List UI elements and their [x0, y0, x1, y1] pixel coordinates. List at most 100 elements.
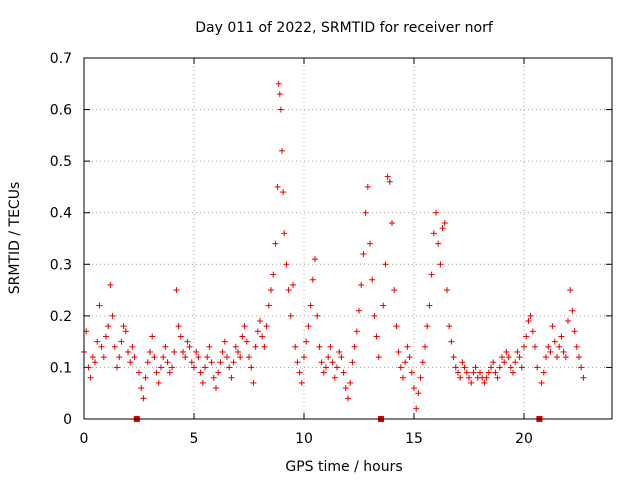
data-point	[501, 359, 508, 366]
data-point	[186, 343, 193, 350]
data-point	[270, 271, 277, 278]
x-tick-label: 15	[405, 431, 423, 447]
data-point	[529, 328, 536, 335]
data-point	[323, 364, 329, 371]
data-point	[329, 359, 336, 366]
data-point	[85, 364, 92, 371]
data-point	[428, 271, 435, 278]
data-point	[296, 369, 303, 376]
data-point	[173, 287, 180, 294]
data-point	[158, 364, 164, 371]
data-point	[371, 312, 378, 319]
data-point	[147, 348, 153, 355]
data-point	[232, 343, 239, 350]
data-point	[532, 343, 538, 350]
data-point	[318, 359, 325, 366]
data-point	[235, 348, 241, 355]
data-point	[461, 364, 468, 371]
data-point	[424, 323, 431, 330]
data-point	[433, 209, 439, 216]
data-point	[540, 369, 547, 376]
data-point	[309, 276, 316, 283]
data-point	[305, 323, 312, 330]
data-point	[103, 333, 109, 340]
data-point	[160, 354, 167, 361]
data-point	[349, 359, 356, 366]
data-point	[525, 318, 532, 325]
data-point	[375, 354, 382, 361]
data-point	[131, 354, 138, 361]
data-point	[545, 343, 552, 350]
data-point	[369, 276, 376, 283]
data-point	[518, 364, 525, 371]
data-point	[516, 354, 523, 361]
data-point	[430, 230, 437, 237]
data-point	[316, 343, 323, 350]
data-point	[107, 281, 114, 288]
data-point	[191, 364, 197, 371]
x-tick-label: 0	[80, 431, 89, 447]
data-point	[180, 348, 186, 355]
data-point	[105, 323, 112, 330]
y-tick-label: 0.1	[50, 360, 72, 376]
data-point	[565, 318, 571, 325]
data-point	[224, 354, 230, 361]
x-tick-label: 10	[295, 431, 313, 447]
data-point	[439, 225, 446, 232]
data-point	[199, 379, 206, 386]
data-point	[435, 240, 442, 247]
data-point	[303, 338, 310, 345]
data-point	[345, 395, 351, 402]
data-point	[426, 302, 433, 309]
data-point	[459, 359, 466, 366]
data-point	[230, 359, 237, 366]
data-point	[413, 405, 420, 412]
plot-frame	[83, 57, 613, 420]
data-point	[292, 343, 299, 350]
data-point	[402, 359, 409, 366]
data-point	[340, 369, 347, 376]
data-point	[472, 364, 479, 371]
data-point	[281, 230, 288, 237]
data-point	[276, 91, 283, 98]
data-point	[213, 385, 219, 392]
data-point	[109, 312, 116, 319]
data-point	[417, 374, 424, 381]
data-point	[239, 333, 246, 340]
data-point	[171, 348, 178, 355]
x-axis-label: GPS time / hours	[285, 459, 402, 475]
data-point	[268, 287, 274, 294]
data-point	[547, 348, 554, 355]
data-point	[397, 364, 404, 371]
data-point	[415, 390, 422, 397]
data-point	[94, 338, 101, 345]
data-point	[503, 348, 510, 355]
data-point	[562, 354, 569, 361]
data-point	[336, 348, 343, 355]
y-tick-label: 0.6	[50, 103, 72, 119]
data-point	[358, 281, 365, 288]
data-point	[558, 333, 565, 340]
data-point	[437, 261, 444, 268]
data-point	[257, 318, 263, 325]
data-point	[448, 338, 455, 345]
data-point	[177, 333, 184, 340]
data-point	[450, 354, 457, 361]
data-point	[512, 359, 519, 366]
data-point	[477, 369, 483, 376]
data-point	[283, 261, 290, 268]
data-point	[277, 106, 284, 113]
data-point	[325, 354, 332, 361]
data-point	[356, 307, 362, 314]
data-point	[571, 328, 578, 335]
data-point	[151, 354, 158, 361]
data-point	[144, 359, 151, 366]
data-point	[87, 374, 94, 381]
data-point	[391, 287, 398, 294]
data-point	[138, 385, 145, 392]
data-point	[380, 302, 387, 309]
data-point	[98, 343, 105, 350]
data-point	[312, 256, 318, 263]
data-point	[279, 147, 285, 154]
